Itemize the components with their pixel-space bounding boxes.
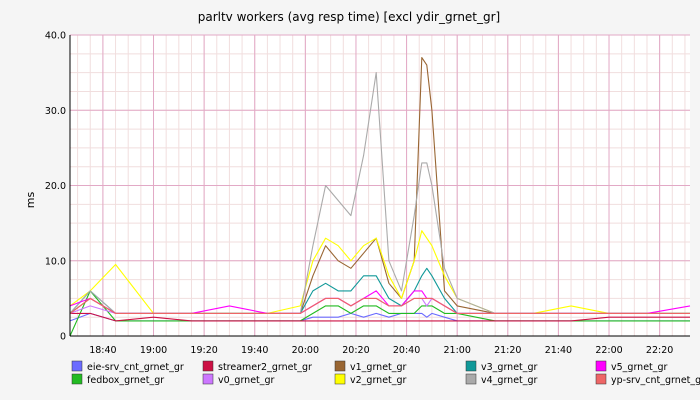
legend-label: v0_grnet_gr <box>218 375 275 386</box>
x-tick-label: 20:00 <box>292 345 319 356</box>
legend-swatch <box>465 360 477 372</box>
x-tick-label: 21:00 <box>443 345 470 356</box>
x-tick-label: 19:00 <box>140 345 167 356</box>
x-tick-label: 21:20 <box>494 345 521 356</box>
chart-title: parltv workers (avg resp time) [excl ydi… <box>198 10 501 24</box>
y-tick-label: 40.0 <box>45 31 66 42</box>
legend-label: yp-srv_cnt_grnet_gr <box>611 375 700 386</box>
legend-label: v5_grnet_gr <box>611 362 668 373</box>
legend-swatch <box>202 360 214 372</box>
x-tick-label: 20:20 <box>342 345 369 356</box>
series-line-yp-srv_cnt_grnet_gr <box>69 297 690 314</box>
legend-label: v2_grnet_gr <box>350 375 407 386</box>
y-tick-label: 30.0 <box>45 106 66 117</box>
legend-swatch <box>595 360 607 372</box>
y-tick-label: 0 <box>60 332 66 343</box>
legend-swatch <box>71 373 83 385</box>
x-tick-label: 18:40 <box>89 345 116 356</box>
plot-area: 18:40 19:00 19:20 19:40 20:00 20:20 20:40 21:00… <box>45 31 691 356</box>
legend-swatch <box>334 360 346 372</box>
y-tick-label: 20.0 <box>45 181 66 192</box>
legend-swatch <box>202 373 214 385</box>
legend-swatch <box>465 373 477 385</box>
legend: eie-srv_cnt_grnet_gr fedbox_grnet_gr strea… <box>71 360 700 386</box>
x-tick-label: 21:40 <box>545 345 572 356</box>
x-tick-label: 22:20 <box>646 345 673 356</box>
x-tick-label: 19:40 <box>241 345 268 356</box>
legend-label: v4_grnet_gr <box>481 375 538 386</box>
x-tick-label: 22:00 <box>595 345 622 356</box>
series-line-streamer2_grnet_gr <box>70 312 690 322</box>
legend-label: fedbox_grnet_gr <box>87 375 164 386</box>
y-axis-label: ms <box>24 192 37 209</box>
x-tick-label: 19:20 <box>190 345 217 356</box>
y-tick-label: 10.0 <box>45 256 66 267</box>
x-tick-label: 20:40 <box>393 345 420 356</box>
legend-label: eie-srv_cnt_grnet_gr <box>87 362 184 373</box>
legend-label: v1_grnet_gr <box>350 362 407 373</box>
legend-label: streamer2_grnet_gr <box>218 362 312 373</box>
legend-label: v3_grnet_gr <box>481 362 538 373</box>
legend-swatch <box>334 373 346 385</box>
legend-swatch <box>595 373 607 385</box>
legend-swatch <box>71 360 83 372</box>
